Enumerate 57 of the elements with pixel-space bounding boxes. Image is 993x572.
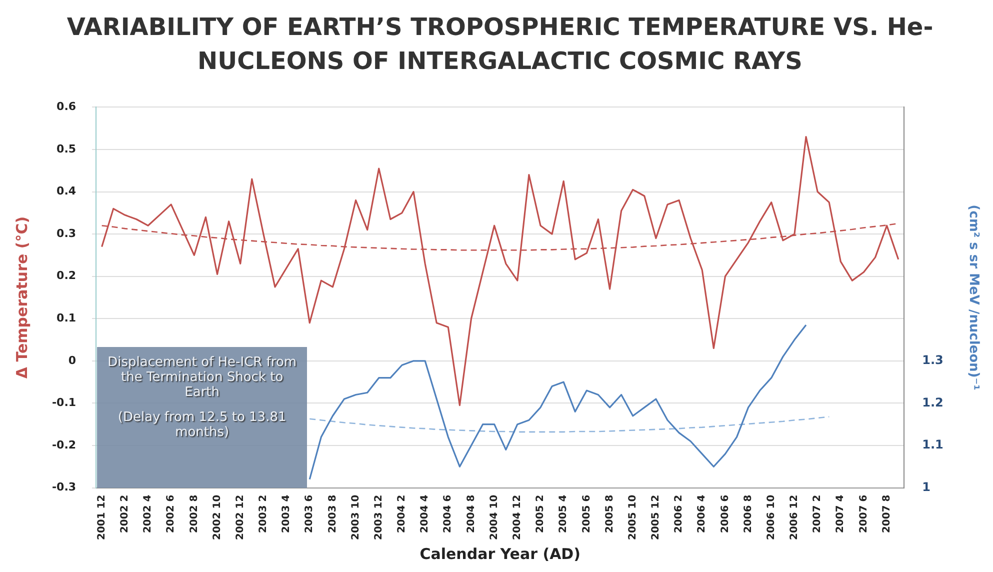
x-tick-label: 2003 8 bbox=[327, 494, 338, 534]
annotation: Displacement of He-ICR from the Termination Shock to Earth bbox=[106, 354, 298, 400]
x-tick-label: 2004 4 bbox=[420, 494, 431, 534]
y-tick-label: 0.1 bbox=[56, 311, 76, 324]
x-tick-label: 2006 8 bbox=[742, 494, 754, 534]
x-tick-label: 2003 12 bbox=[373, 494, 384, 540]
x-tick-label: 2003 10 bbox=[350, 494, 362, 540]
x-tick-label: 2006 2 bbox=[674, 494, 685, 534]
y-axis-title: Δ Temperature (°C) bbox=[12, 216, 31, 379]
y2-tick-label: 1.2 bbox=[922, 395, 944, 410]
x-tick-label: 2007 6 bbox=[858, 494, 870, 534]
x-axis-title: Calendar Year (AD) bbox=[420, 544, 580, 563]
x-tick-label: 2004 6 bbox=[442, 494, 454, 534]
x-tick-label: 2002 6 bbox=[166, 494, 177, 534]
y-tick-label: -0.2 bbox=[52, 438, 76, 452]
x-tick-label: 2004 10 bbox=[488, 494, 500, 540]
x-tick-label: 2006 10 bbox=[766, 494, 777, 540]
x-tick-label: 2002 12 bbox=[234, 494, 246, 540]
x-tick-label: 2004 2 bbox=[396, 494, 408, 534]
y-tick-label: 0.3 bbox=[56, 226, 76, 240]
y-tick-label: 0.2 bbox=[56, 269, 76, 282]
x-tick-label: 2002 4 bbox=[142, 494, 154, 534]
y-tick-label: 0 bbox=[68, 354, 76, 367]
x-tick-label: 2002 2 bbox=[120, 494, 131, 534]
x-tick-label: 2005 2 bbox=[535, 494, 546, 534]
x-tick-label: 2005 12 bbox=[650, 494, 662, 540]
chart-title: VARIABILITY OF EARTH’S TROPOSPHERIC TEMPERATURE VS. He-NUCLEONS OF INTERGALACTIC COSMIC RAYS bbox=[66, 12, 934, 77]
x-tick-label: 2001 12 bbox=[96, 494, 108, 540]
y-tick-label: 0.6 bbox=[56, 100, 76, 114]
x-tick-label: 2006 6 bbox=[720, 494, 731, 534]
x-tick-label: 2005 8 bbox=[604, 494, 616, 534]
x-tick-label: 2003 6 bbox=[304, 494, 316, 534]
x-tick-label: 2007 8 bbox=[881, 494, 892, 534]
line-series bbox=[308, 416, 830, 433]
y-tick-label: -0.3 bbox=[52, 480, 76, 494]
x-tick-label: 2005 6 bbox=[581, 494, 592, 534]
y2-tick-label: 1 bbox=[922, 480, 930, 494]
x-tick-label: 2006 4 bbox=[696, 494, 708, 534]
x-tick-label: 2006 12 bbox=[789, 494, 800, 540]
x-tick-label: 2004 8 bbox=[466, 494, 477, 534]
note-box: Displacement of He-ICR from the Termination Shock to Earth (Delay from 12.5 to 13.81 months) bbox=[97, 346, 308, 488]
x-tick-label: 2003 2 bbox=[258, 494, 270, 534]
x-tick-label: 2007 4 bbox=[835, 494, 846, 534]
x-tick-label: 2003 4 bbox=[281, 494, 292, 534]
x-tick-label: 2007 2 bbox=[812, 494, 824, 534]
y2-tick-label: 1.3 bbox=[922, 353, 944, 368]
x-tick-label: 2002 8 bbox=[188, 494, 200, 534]
x-tick-label: 2002 10 bbox=[212, 494, 223, 540]
y-tick-label: -0.1 bbox=[52, 396, 76, 410]
y-tick-label: 0.5 bbox=[56, 142, 76, 156]
y2-tick-label: 1.1 bbox=[922, 438, 944, 452]
x-tick-label: 2005 10 bbox=[627, 494, 638, 540]
x-tick-label: 2004 12 bbox=[512, 494, 524, 540]
x-tick-label: 2005 4 bbox=[558, 494, 570, 534]
y2-axis-title: (cm² s sr MeV /nucleon)⁻¹ bbox=[966, 204, 981, 390]
y-tick-label: 0.4 bbox=[56, 184, 76, 198]
annotation: (Delay from 12.5 to 13.81 months) bbox=[116, 410, 288, 440]
